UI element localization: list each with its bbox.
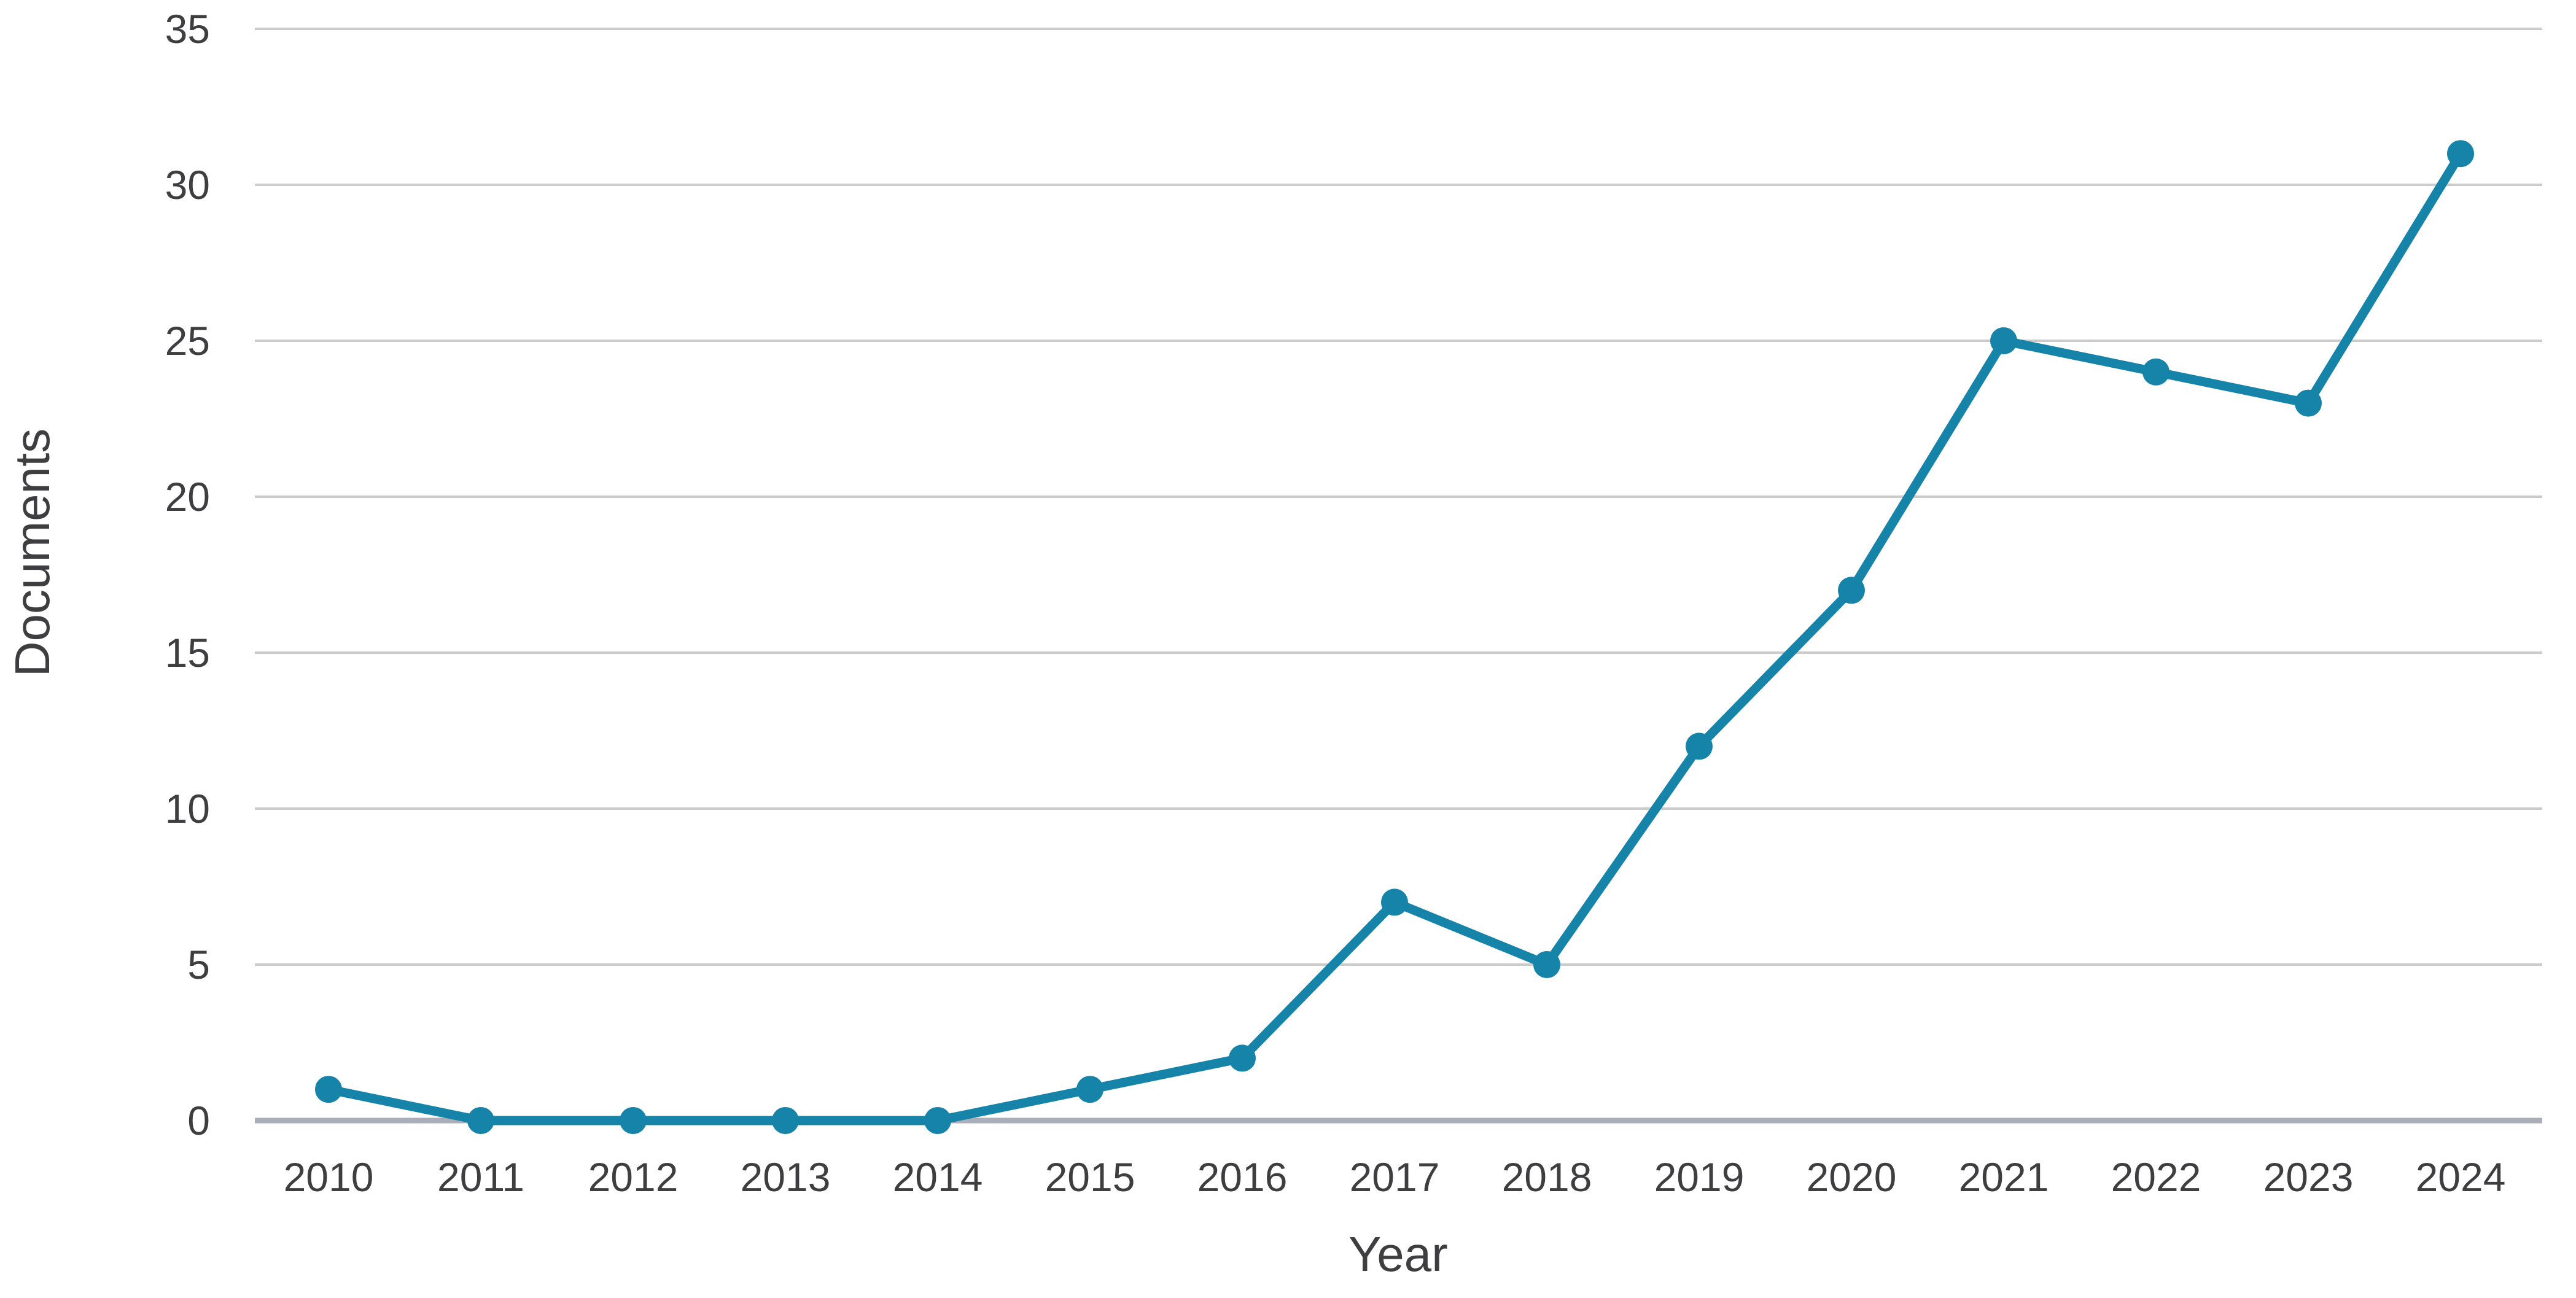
y-tick-35: 35: [165, 6, 210, 52]
x-tick-2016: 2016: [1197, 1154, 1288, 1200]
data-point-2010: [315, 1076, 342, 1103]
data-point-2020: [1838, 577, 1865, 604]
documents-line: [324, 149, 2465, 1125]
y-tick-25: 25: [165, 318, 210, 363]
x-tick-2022: 2022: [2111, 1154, 2201, 1200]
gridlines: [255, 28, 2542, 1124]
y-tick-10: 10: [165, 786, 210, 831]
x-tick-2018: 2018: [1502, 1154, 1592, 1200]
data-points: [315, 140, 2474, 1134]
data-point-2022: [2142, 358, 2169, 386]
x-tick-2010: 2010: [284, 1154, 374, 1200]
y-tick-0: 0: [187, 1098, 210, 1143]
y-axis-title: Documents: [5, 429, 60, 677]
data-point-2019: [1686, 733, 1713, 760]
x-tick-2012: 2012: [588, 1154, 679, 1200]
x-tick-2011: 2011: [437, 1154, 524, 1200]
data-point-2016: [1229, 1044, 1256, 1072]
x-axis-title: Year: [1348, 1227, 1448, 1281]
y-tick-30: 30: [165, 162, 210, 208]
x-tick-2019: 2019: [1654, 1154, 1745, 1200]
data-point-2023: [2295, 389, 2322, 417]
data-point-2012: [620, 1107, 647, 1134]
x-tick-2021: 2021: [1959, 1154, 2049, 1200]
y-tick-5: 5: [187, 942, 210, 987]
x-tick-2017: 2017: [1350, 1154, 1440, 1200]
x-tick-2014: 2014: [893, 1154, 983, 1200]
line-series: [324, 149, 2465, 1125]
y-tick-20: 20: [165, 474, 210, 519]
x-tick-2013: 2013: [741, 1154, 831, 1200]
data-point-2011: [467, 1107, 494, 1134]
data-point-2021: [1990, 327, 2017, 354]
x-tick-2015: 2015: [1045, 1154, 1135, 1200]
data-point-2018: [1533, 951, 1560, 978]
x-tick-2023: 2023: [2263, 1154, 2354, 1200]
y-tick-15: 15: [165, 630, 210, 675]
data-point-2015: [1076, 1076, 1103, 1103]
x-axis-tick-labels: 2010 2011 2012 2013 2014 2015 2016 2017 2018 2019…: [284, 1154, 2506, 1200]
x-tick-2020: 2020: [1807, 1154, 1897, 1200]
data-point-2014: [924, 1107, 951, 1134]
data-point-2024: [2447, 140, 2474, 168]
x-tick-2024: 2024: [2416, 1154, 2506, 1200]
data-point-2017: [1381, 888, 1408, 916]
data-point-2013: [772, 1107, 799, 1134]
y-axis-tick-labels: 0 5 10 15 20 25 30 35: [165, 6, 210, 1143]
